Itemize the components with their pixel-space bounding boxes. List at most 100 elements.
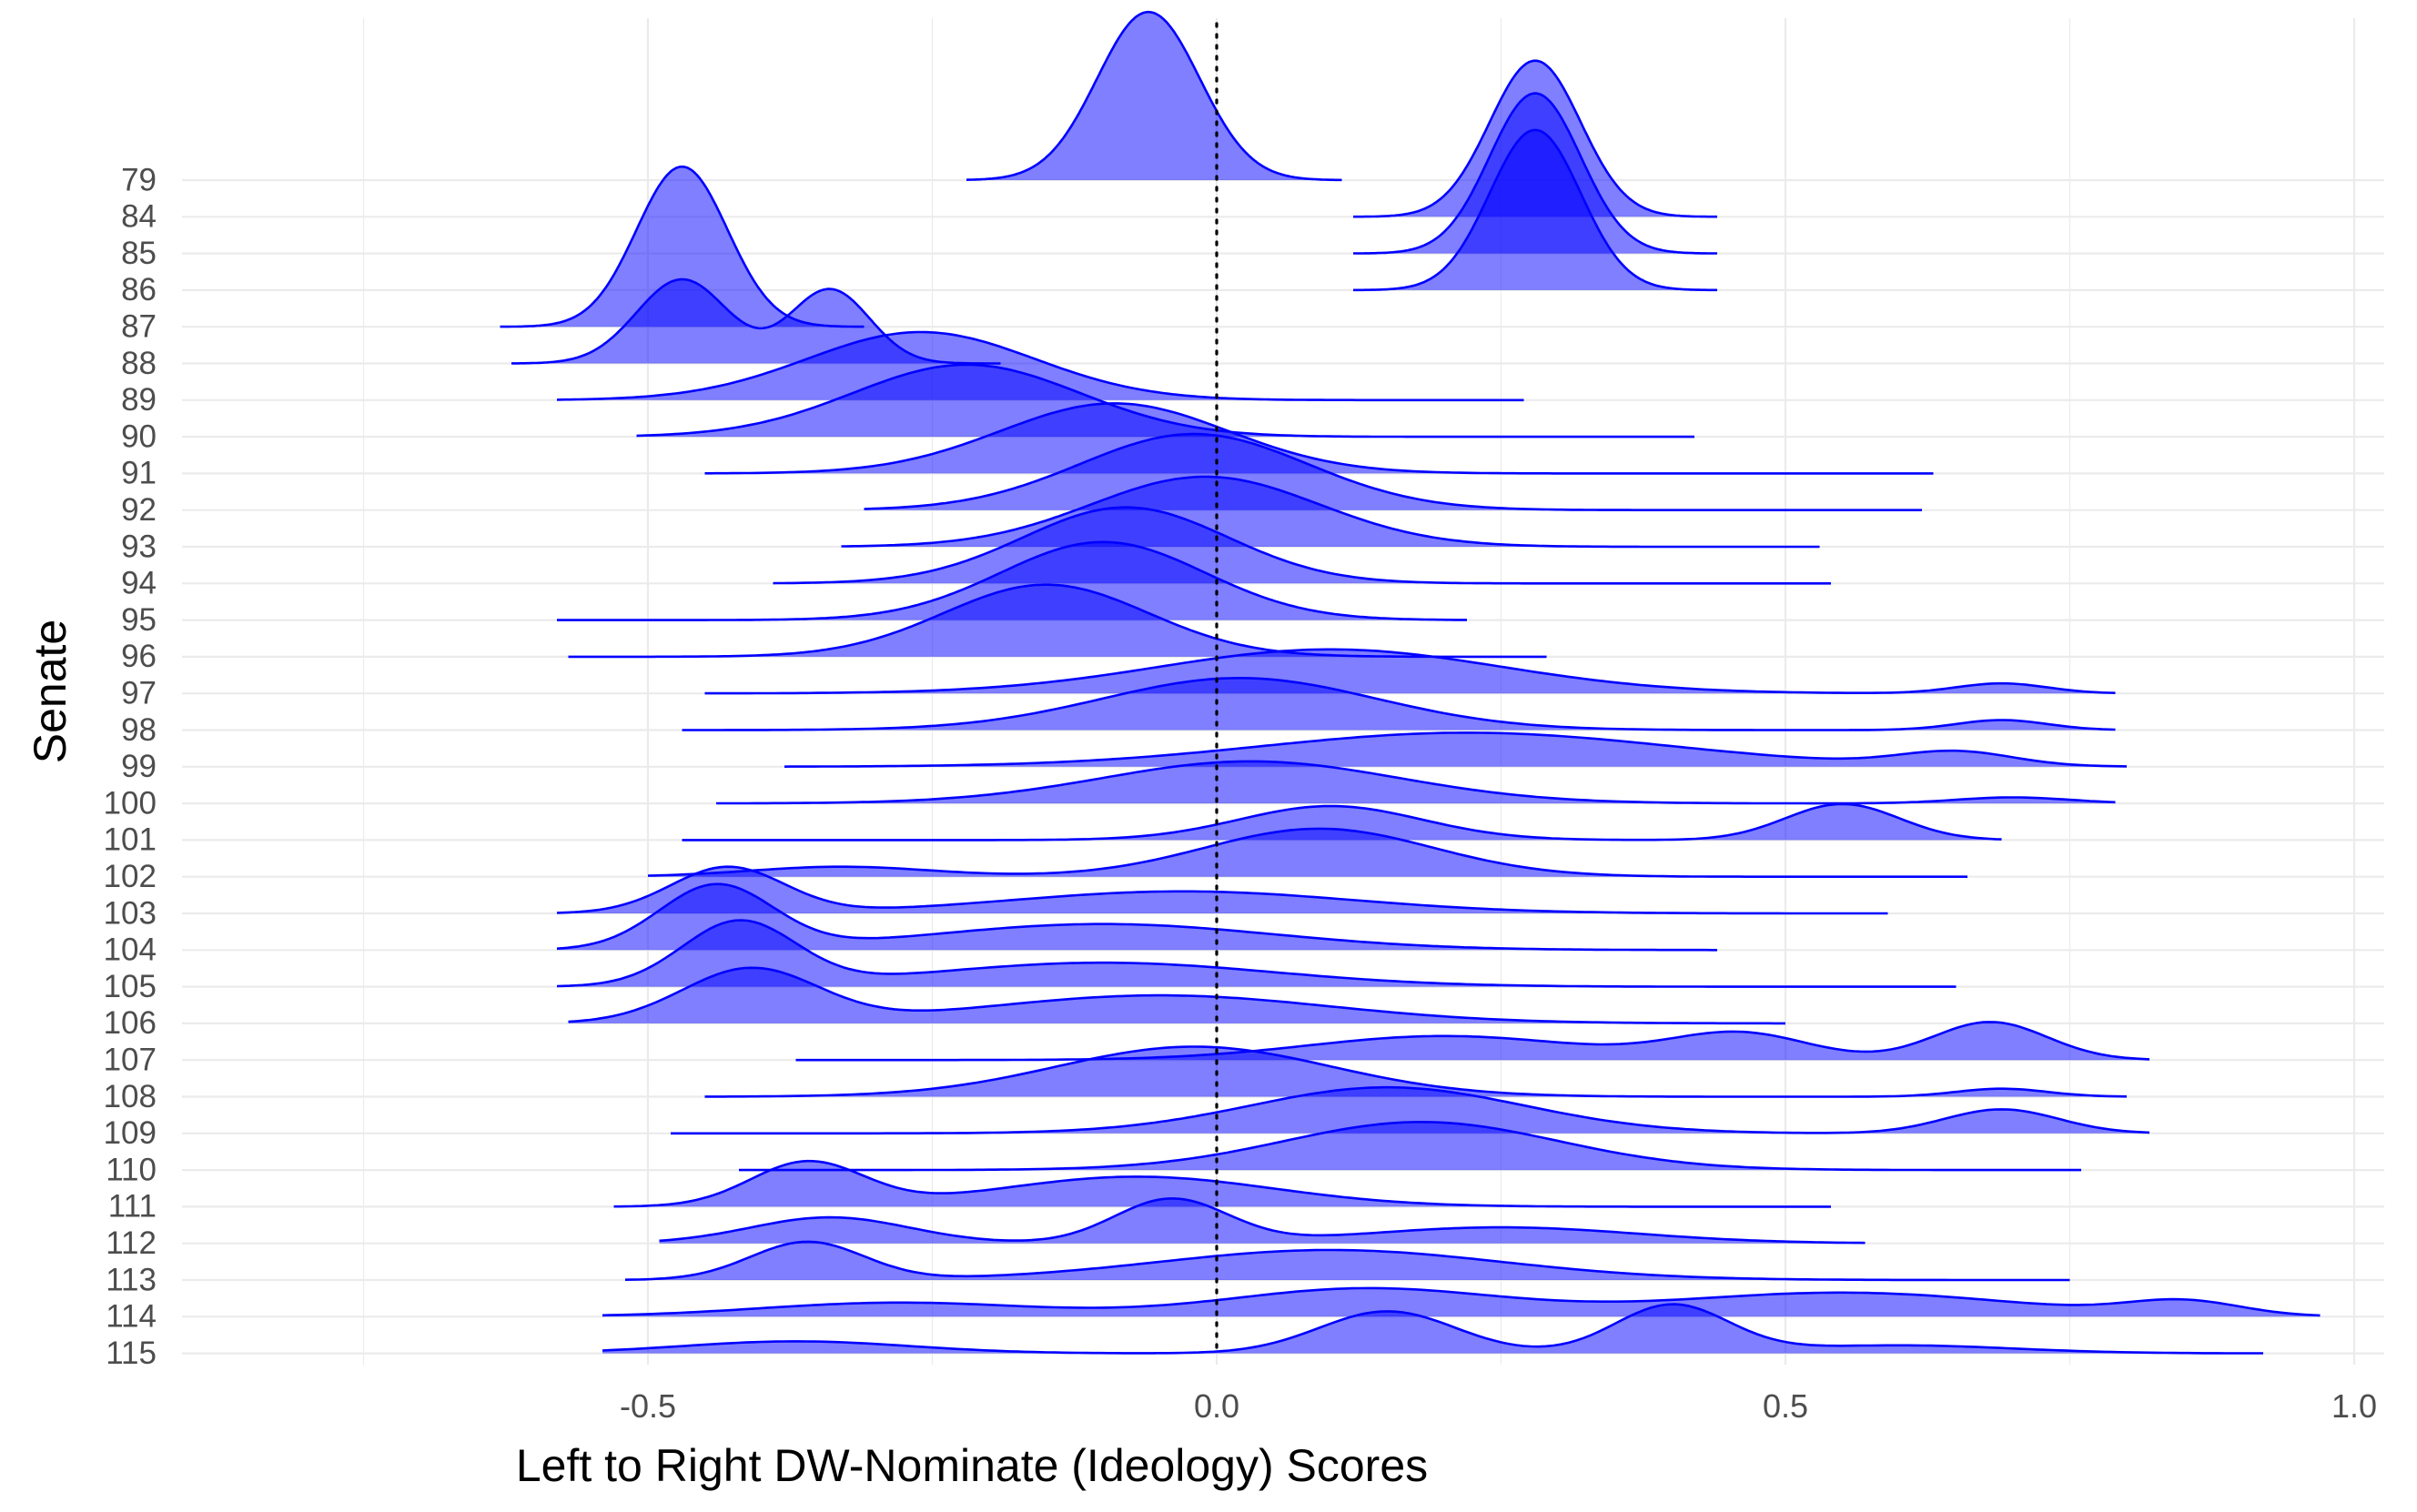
ridge-senate-108 <box>704 1045 2128 1098</box>
y-tick-label: 101 <box>104 822 157 858</box>
ridge-senate-97 <box>704 648 2116 695</box>
ridge-area <box>659 1198 1866 1244</box>
ridge-area <box>682 803 2002 841</box>
y-tick-labels: 7984858687888990919293949596979899100101… <box>104 162 157 1371</box>
y-tick-label: 103 <box>104 895 157 931</box>
y-axis-title: Senate <box>25 620 76 763</box>
ridge-senate-112 <box>659 1197 1866 1245</box>
y-tick-label: 99 <box>121 749 157 784</box>
ridge-area <box>602 1287 2321 1317</box>
ridge-outline <box>1353 128 1717 292</box>
ridge-outline <box>671 1085 2150 1135</box>
y-tick-label: 109 <box>104 1115 157 1151</box>
x-tick-labels: -0.5 0.0 0.5 1.0 <box>620 1387 2377 1425</box>
y-tick-label: 108 <box>104 1079 157 1114</box>
ridge-outline <box>704 402 1934 475</box>
y-tick-label: 114 <box>106 1299 157 1335</box>
ridge-outline <box>716 760 2116 805</box>
ridge-senate-113 <box>624 1240 2070 1282</box>
ridge-senate-101 <box>682 802 2002 842</box>
ridge-outline <box>1353 92 1717 255</box>
ridge-outline <box>556 919 1957 988</box>
ridge-outline <box>602 1303 2263 1355</box>
ridge-senate-102 <box>647 827 1967 878</box>
ridge-area <box>784 732 2127 767</box>
y-tick-label: 85 <box>121 236 157 271</box>
y-tick-label: 115 <box>106 1336 157 1371</box>
ridge-outline <box>795 1021 2150 1062</box>
ridge-senate-79 <box>966 10 1342 182</box>
ridge-layer <box>500 10 2321 1355</box>
ridge-outline <box>613 1159 1831 1208</box>
ridge-senate-86 <box>1353 128 1717 292</box>
ridge-senate-109 <box>671 1085 2150 1135</box>
ridge-area <box>704 403 1934 474</box>
y-tick-label: 91 <box>121 456 157 491</box>
y-tick-label: 102 <box>104 859 157 894</box>
ridge-area <box>500 166 865 328</box>
ridge-senate-115 <box>602 1303 2263 1355</box>
ridge-senate-99 <box>784 731 2128 768</box>
y-tick-label: 104 <box>104 932 157 968</box>
ridge-area <box>636 364 1694 438</box>
x-tick-label: 1.0 <box>2331 1387 2377 1425</box>
ridge-senate-104 <box>556 882 1717 952</box>
y-tick-label: 106 <box>104 1005 157 1041</box>
y-tick-label: 89 <box>121 382 157 418</box>
y-tick-label: 98 <box>121 712 157 748</box>
ridge-senate-111 <box>613 1159 1831 1208</box>
ridge-senate-100 <box>716 760 2116 805</box>
y-tick-label: 84 <box>121 199 157 235</box>
ridge-area <box>739 1122 2081 1171</box>
y-tick-label: 88 <box>121 346 157 381</box>
ridge-outline <box>682 677 2116 731</box>
ridge-outline <box>739 1121 2081 1172</box>
ridge-outline <box>557 540 1467 621</box>
y-tick-label: 93 <box>121 529 157 564</box>
ridge-area <box>716 761 2116 804</box>
ridge-area <box>1353 129 1717 290</box>
ridge-area <box>613 1161 1831 1207</box>
ridge-outline <box>773 506 1831 585</box>
ridge-outline <box>1353 59 1717 218</box>
ridge-outline <box>864 432 1922 511</box>
ridge-area <box>557 920 1957 987</box>
ridge-area <box>704 649 2116 694</box>
ridge-outline <box>659 1197 1866 1245</box>
ridge-area <box>557 332 1524 400</box>
ridge-senate-106 <box>568 966 1785 1025</box>
ridge-outline <box>841 475 1820 549</box>
ridge-outline <box>784 731 2128 768</box>
ridge-outline <box>602 1286 2321 1317</box>
ridge-outline <box>682 802 2002 842</box>
ridge-senate-105 <box>556 919 1957 988</box>
ridge-area <box>795 1022 2149 1061</box>
y-tick-label: 86 <box>121 272 157 307</box>
ridge-senate-107 <box>795 1021 2150 1062</box>
ridge-outline <box>704 648 2116 695</box>
y-tick-label: 107 <box>104 1042 157 1077</box>
y-tick-label: 95 <box>121 602 157 638</box>
x-tick-label: 0.5 <box>1763 1387 1808 1425</box>
y-tick-label: 94 <box>121 566 157 601</box>
ridge-outline <box>556 330 1524 402</box>
ridge-senate-95 <box>557 540 1467 621</box>
ridge-outline <box>966 10 1342 182</box>
ridge-outline <box>704 1045 2128 1098</box>
ridge-area <box>568 584 1547 657</box>
ridge-area <box>625 1241 2070 1280</box>
ridge-area <box>602 1304 2263 1354</box>
ridge-outline <box>556 882 1717 952</box>
y-tick-label: 111 <box>108 1189 157 1225</box>
ridge-senate-110 <box>739 1121 2081 1172</box>
y-tick-label: 112 <box>106 1225 157 1261</box>
ridge-senate-91 <box>704 402 1934 475</box>
y-tick-label: 92 <box>121 492 157 528</box>
ridge-area <box>704 1046 2127 1097</box>
x-tick-label: -0.5 <box>620 1387 676 1425</box>
ridge-senate-89 <box>556 330 1524 402</box>
x-tick-label: 0.0 <box>1194 1387 1239 1425</box>
x-axis-title: Left to Right DW-Nominate (Ideology) Sco… <box>516 1440 1428 1491</box>
y-tick-label: 79 <box>121 162 157 197</box>
